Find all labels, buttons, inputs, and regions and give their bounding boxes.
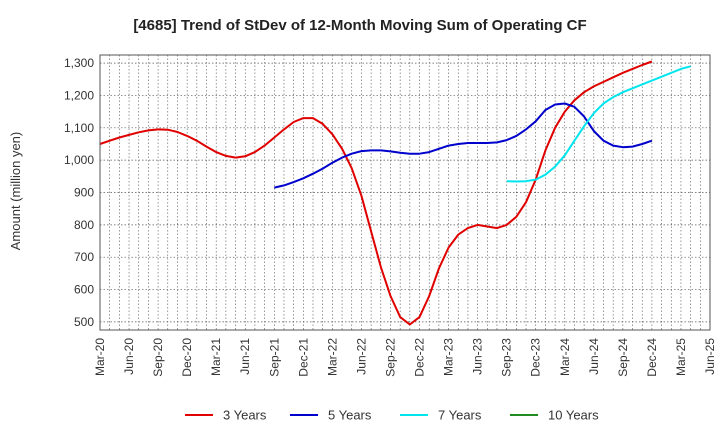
x-ticks: Mar-20 Jun-20 Sep-20 Dec-20 Mar-21 Jun-21 Sep-… [93,338,717,377]
series-line [506,65,691,183]
x-tick-label: Mar-24 [558,338,572,376]
y-tick-label: 900 [74,186,94,200]
x-tick-label: Dec-21 [296,338,310,377]
x-tick-label: Mar-22 [325,338,339,376]
series-line [274,102,653,189]
legend-label: 10 Years [548,408,599,423]
y-tick-label: 600 [74,283,94,297]
y-tick-label: 1,300 [64,56,94,70]
x-tick-label: Jun-22 [354,338,368,375]
y-tick-label: 500 [74,315,94,329]
x-tick-label: Sep-20 [151,338,165,377]
grid [99,55,711,330]
x-tick-label: Sep-21 [267,338,281,377]
series-lines [99,60,691,326]
x-tick-label: Dec-20 [180,338,194,377]
legend: 3 Years 5 Years 7 Years 10 Years [185,408,599,423]
x-tick-label: Jun-23 [471,338,485,375]
series-line [99,60,653,326]
y-tick-label: 800 [74,218,94,232]
y-ticks: 500 600 700 800 900 1,000 1,100 1,200 1,300 [64,56,94,329]
x-tick-label: Mar-25 [674,338,688,376]
x-tick-label: Sep-22 [383,338,397,377]
x-tick-label: Jun-20 [122,338,136,375]
x-tick-label: Mar-20 [93,338,107,376]
plot-frame [99,54,711,331]
chart-title: [4685] Trend of StDev of 12-Month Moving… [133,17,586,34]
x-tick-label: Mar-21 [209,338,223,376]
x-tick-label: Dec-22 [413,338,427,377]
legend-label: 7 Years [438,408,482,423]
y-tick-label: 1,000 [64,153,94,167]
x-tick-label: Dec-24 [645,338,659,377]
y-tick-label: 1,200 [64,88,94,102]
y-tick-label: 1,100 [64,121,94,135]
legend-label: 5 Years [328,408,372,423]
x-tick-label: Sep-24 [616,338,630,377]
legend-label: 3 Years [223,408,267,423]
x-tick-label: Jun-21 [238,338,252,375]
x-tick-label: Dec-23 [529,338,543,377]
x-tick-label: Jun-24 [587,338,601,375]
y-tick-label: 700 [74,250,94,264]
x-tick-label: Mar-23 [442,338,456,376]
x-tick-label: Sep-23 [500,338,514,377]
y-axis-label: Amount (million yen) [8,132,23,251]
x-tick-label: Jun-25 [703,338,717,375]
